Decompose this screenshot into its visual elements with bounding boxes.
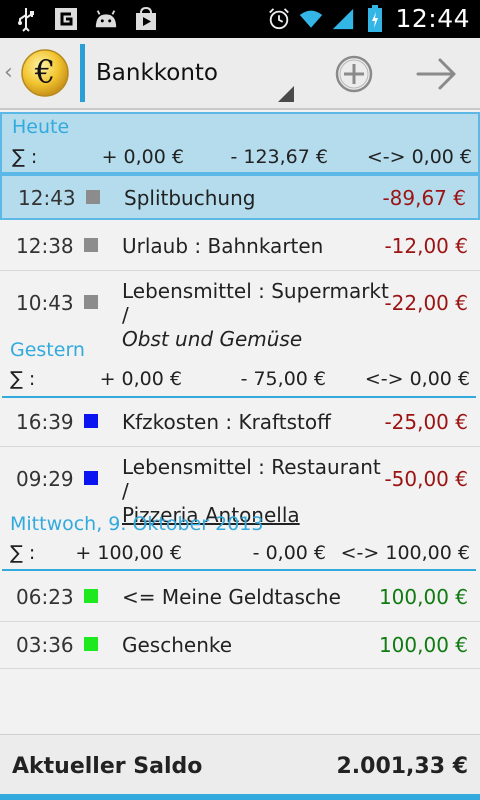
day-income: + 0,00 € [101, 146, 184, 168]
euro-logo-icon[interactable]: € [20, 48, 70, 98]
day-header[interactable]: Heute ∑ : + 0,00 € - 123,67 € <-> 0,00 € [0, 112, 480, 174]
day-income: + 100,00 € [75, 542, 182, 564]
sum-symbol: ∑ : [10, 368, 36, 390]
alarm-icon [267, 6, 291, 32]
add-icon [335, 55, 373, 93]
day-summary: ∑ : + 100,00 € - 0,00 € <-> 100,00 € [10, 542, 470, 568]
transaction-text: Urlaub : Bahnkarten [122, 234, 324, 258]
transaction-list[interactable]: Heute ∑ : + 0,00 € - 123,67 € <-> 0,00 €… [0, 110, 480, 734]
day-expense: - 0,00 € [252, 542, 326, 564]
transaction-row[interactable]: 12:38 Urlaub : Bahnkarten -12,00 € [0, 222, 480, 271]
day-summary: ∑ : + 0,00 € - 123,67 € <-> 0,00 € [12, 146, 472, 172]
transaction-time: 16:39 [16, 410, 74, 434]
transaction-row[interactable]: 10:43 Lebensmittel : Supermarkt / Obst u… [0, 271, 480, 351]
transaction-text: Geschenke [122, 633, 233, 657]
transaction-text: <= Meine Geldtasche [122, 585, 341, 609]
transaction-row[interactable]: 09:29 Lebensmittel : Restaurant / Pizzer… [0, 447, 480, 527]
add-transaction-button[interactable] [332, 52, 376, 96]
transaction-amount: -89,67 € [382, 186, 466, 210]
account-name: Bankkonto [96, 60, 219, 86]
transaction-amount: 100,00 € [378, 585, 468, 609]
transaction-time: 10:43 [16, 291, 74, 315]
account-accent-bar [80, 44, 85, 102]
sum-symbol: ∑ : [10, 542, 36, 564]
euro-symbol: € [34, 53, 56, 91]
usb-icon [14, 6, 38, 32]
category-color-square [84, 589, 98, 603]
transaction-amount: -12,00 € [384, 234, 468, 258]
up-chevron-icon[interactable]: ‹ [4, 60, 13, 85]
transaction-time: 06:23 [16, 585, 74, 609]
transaction-text: Lebensmittel : Restaurant / Pizzeria Ant… [122, 455, 390, 527]
day-divider [2, 569, 476, 571]
transaction-time: 12:38 [16, 234, 74, 258]
transaction-payee-link[interactable]: Pizzeria Antonella [122, 503, 300, 527]
transaction-amount: 100,00 € [378, 633, 468, 657]
day-summary: ∑ : + 0,00 € - 75,00 € <-> 0,00 € [10, 368, 470, 394]
transaction-category: Lebensmittel : Restaurant / [122, 455, 381, 503]
transaction-time: 03:36 [16, 633, 74, 657]
transaction-row[interactable]: 16:39 Kfzkosten : Kraftstoff -25,00 € [0, 400, 480, 447]
transaction-time: 09:29 [16, 467, 74, 491]
balance-label: Aktueller Saldo [12, 754, 203, 779]
day-income: + 0,00 € [99, 368, 182, 390]
day-header[interactable]: Mittwoch, 9. Oktober 2013 ∑ : + 100,00 €… [0, 510, 480, 574]
transaction-amount: -22,00 € [384, 291, 468, 315]
day-balance: <-> 0,00 € [366, 146, 472, 168]
balance-footer: Aktueller Saldo 2.001,33 € [0, 734, 480, 800]
next-button[interactable] [414, 52, 460, 96]
g-icon [54, 6, 78, 32]
wifi-icon [299, 6, 323, 32]
transaction-amount: -50,00 € [384, 467, 468, 491]
day-header[interactable]: Gestern ∑ : + 0,00 € - 75,00 € <-> 0,00 … [0, 336, 480, 400]
action-bar: ‹ € Bankkonto [0, 38, 480, 110]
sum-symbol: ∑ : [12, 146, 38, 168]
day-title: Heute [12, 116, 70, 138]
transaction-category: Lebensmittel : Supermarkt / [122, 279, 389, 327]
signal-icon [331, 6, 355, 32]
transaction-row[interactable]: 12:43 Splitbuchung -89,67 € [0, 174, 480, 220]
category-color-square [84, 414, 98, 428]
store-icon [134, 6, 158, 32]
day-title: Gestern [10, 339, 85, 361]
transaction-amount: -25,00 € [384, 410, 468, 434]
footer-accent-bar [0, 794, 480, 800]
category-color-square [84, 471, 98, 485]
transaction-payee: Obst und Gemüse [122, 327, 303, 351]
day-balance: <-> 100,00 € [340, 542, 470, 564]
account-spinner[interactable]: Bankkonto [86, 46, 298, 104]
android-icon [94, 6, 118, 32]
balance-value: 2.001,33 € [336, 754, 468, 779]
transaction-text: Kfzkosten : Kraftstoff [122, 410, 331, 434]
arrow-right-icon [416, 58, 456, 90]
transaction-row[interactable]: 03:36 Geschenke 100,00 € [0, 622, 480, 669]
day-balance: <-> 0,00 € [364, 368, 470, 390]
day-title: Mittwoch, 9. Oktober 2013 [10, 513, 264, 535]
category-color-square [86, 190, 100, 204]
day-expense: - 123,67 € [230, 146, 328, 168]
clock: 12:44 [395, 4, 470, 33]
transaction-text: Lebensmittel : Supermarkt / Obst und Gem… [122, 279, 390, 351]
transaction-text: Splitbuchung [124, 186, 256, 210]
category-color-square [84, 637, 98, 651]
transaction-row[interactable]: 06:23 <= Meine Geldtasche 100,00 € [0, 574, 480, 622]
category-color-square [84, 238, 98, 252]
category-color-square [84, 295, 98, 309]
transaction-time: 12:43 [18, 186, 76, 210]
day-divider [2, 396, 476, 398]
status-bar: 12:44 [0, 0, 480, 38]
spinner-arrow-icon [278, 86, 294, 102]
day-expense: - 75,00 € [240, 368, 326, 390]
battery-icon [363, 4, 387, 32]
